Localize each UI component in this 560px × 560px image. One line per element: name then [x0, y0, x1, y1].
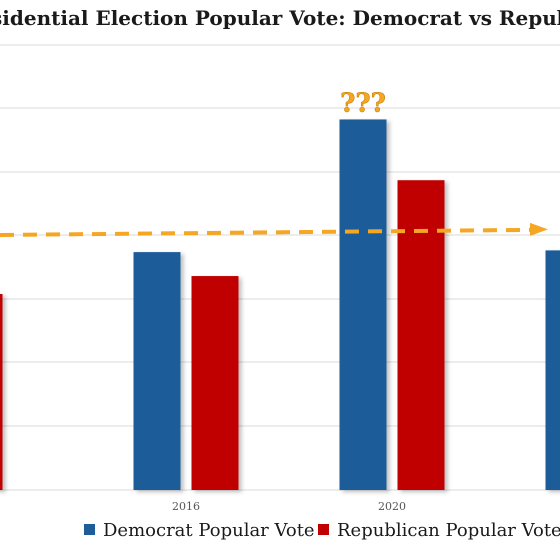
chart-legend: Democrat Popular Vote Republican Popular…	[0, 516, 560, 548]
legend-item-democrat: Democrat Popular Vote	[84, 520, 315, 541]
reference-line	[0, 227, 533, 237]
bar-republican-2012	[0, 294, 3, 490]
chart-title: sidential Election Popular Vote: Democra…	[0, 6, 560, 30]
annotation-question-marks: ???	[340, 88, 386, 118]
bar-republican-2020	[397, 180, 445, 490]
bar-democrat-2020	[339, 119, 387, 491]
bar-democrat-2024	[545, 250, 560, 490]
x-tick-label-2020: 2020	[378, 500, 406, 513]
legend-label-democrat: Democrat Popular Vote	[103, 520, 315, 541]
legend-label-republican: Republican Popular Vote	[337, 520, 560, 541]
legend-swatch-republican	[318, 524, 329, 535]
legend-item-republican: Republican Popular Vote	[318, 520, 560, 541]
reference-line-arrowhead	[530, 222, 548, 236]
bar-republican-2016	[191, 276, 239, 490]
legend-swatch-democrat	[84, 524, 95, 535]
x-tick-label-2016: 2016	[172, 500, 200, 513]
bar-democrat-2016	[133, 252, 181, 490]
